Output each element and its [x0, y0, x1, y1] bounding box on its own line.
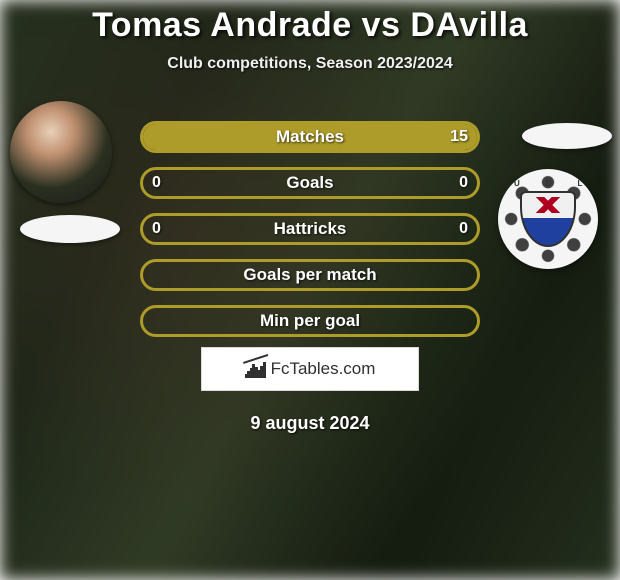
stat-rows: Matches 15 Goals 0 0 Hattricks 0 0 Goals per mat…: [140, 121, 480, 337]
stat-value-player1: 0: [152, 174, 161, 192]
stat-label: Goals: [286, 173, 333, 193]
stat-value-player2: 15: [450, 128, 468, 146]
player2-avatar-placeholder: [522, 123, 612, 149]
stat-row: Goals per match: [140, 259, 480, 291]
stat-row: Hattricks 0 0: [140, 213, 480, 245]
stat-label: Goals per match: [243, 265, 376, 285]
stat-value-player2: 0: [459, 220, 468, 238]
stat-label: Min per goal: [260, 311, 360, 331]
comparison-arena: UDL Matches 15 Goals 0 0 Hattricks 0 0 Goals per…: [0, 101, 620, 331]
stat-value-player1: 0: [152, 220, 161, 238]
date-label: 9 august 2024: [0, 413, 620, 434]
brand-bars-icon: [245, 360, 267, 378]
stat-value-player2: 0: [459, 174, 468, 192]
badge-initials: UDL: [498, 179, 598, 188]
player1-club-badge: [20, 215, 120, 243]
stat-row: Min per goal: [140, 305, 480, 337]
stat-row: Goals 0 0: [140, 167, 480, 199]
stat-row: Matches 15: [140, 121, 480, 153]
page-title: Tomas Andrade vs DAvilla: [0, 6, 620, 45]
stat-label: Hattricks: [274, 219, 347, 239]
brand-text: FcTables.com: [271, 359, 376, 379]
player2-club-badge: UDL: [498, 169, 598, 269]
subtitle: Club competitions, Season 2023/2024: [0, 55, 620, 73]
stat-label: Matches: [276, 127, 344, 147]
player1-avatar: [10, 101, 112, 203]
brand-watermark: FcTables.com: [201, 347, 419, 391]
